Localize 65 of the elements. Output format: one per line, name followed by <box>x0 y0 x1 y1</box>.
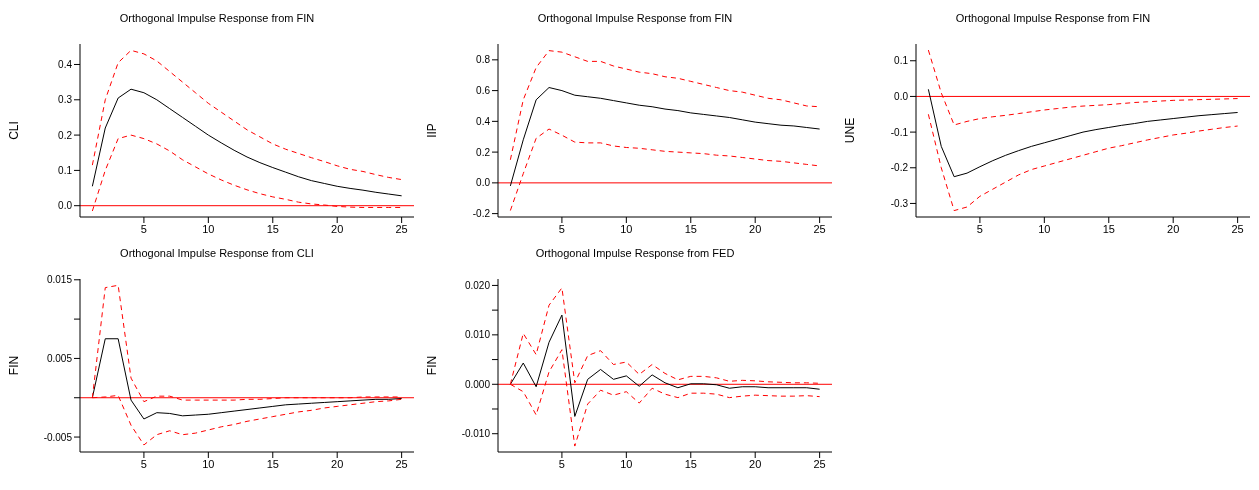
x-tick-label: 10 <box>620 457 633 470</box>
line-series <box>927 113 1239 212</box>
x-tick-label: 20 <box>331 457 344 470</box>
y-tick-label: 0.005 <box>46 352 73 364</box>
y-tick-label: 0.020 <box>464 279 491 291</box>
x-tick-label: 5 <box>140 457 147 470</box>
y-tick-label: 0.2 <box>476 146 491 158</box>
y-axis-title: FIN <box>425 355 440 376</box>
x-tick-label: 5 <box>558 222 565 235</box>
y-tick-label: 0.8 <box>476 54 491 66</box>
y-tick-label: 0.6 <box>476 85 491 97</box>
x-tick-label: 10 <box>1038 222 1051 235</box>
x-tick-label: 20 <box>331 222 344 235</box>
y-axis-title: UNE <box>843 117 858 144</box>
y-axis-title: IIP <box>425 123 440 138</box>
y-axis-title: FIN <box>7 355 22 376</box>
y-tick-label: 0.2 <box>58 129 73 141</box>
y-tick-label: 0.1 <box>894 55 909 67</box>
x-tick-label: 10 <box>202 457 215 470</box>
x-tick-label: 25 <box>1231 222 1244 235</box>
y-tick-label: -0.2 <box>472 208 491 220</box>
x-tick-label: 15 <box>266 222 279 235</box>
line-series <box>91 49 403 181</box>
x-tick-label: 25 <box>813 222 826 235</box>
y-tick-label: -0.3 <box>890 198 909 209</box>
x-tick-label: 10 <box>620 222 633 235</box>
x-tick-label: 25 <box>395 457 408 470</box>
y-tick-label: -0.1 <box>890 126 909 138</box>
y-tick-label: 0.010 <box>464 329 491 341</box>
x-tick-label: 20 <box>1167 222 1180 235</box>
line-series <box>91 88 403 197</box>
x-tick-label: 15 <box>684 457 697 470</box>
line-series <box>509 87 821 187</box>
y-tick-label: 0.3 <box>58 94 73 106</box>
y-tick-label: 0.0 <box>476 177 491 189</box>
x-tick-label: 20 <box>749 222 762 235</box>
y-tick-label: 0.4 <box>58 59 73 71</box>
chart-title: Orthogonal Impulse Response from CLI <box>119 246 315 261</box>
line-series <box>927 88 1239 178</box>
chart-title: Orthogonal Impulse Response from FIN <box>118 11 316 26</box>
y-tick-label: 0.0 <box>894 90 909 102</box>
y-tick-label: -0.2 <box>890 162 909 174</box>
x-tick-label: 15 <box>266 457 279 470</box>
x-tick-label: 5 <box>140 222 147 235</box>
x-tick-label: 15 <box>1102 222 1115 235</box>
y-tick-label: 0.015 <box>46 274 73 286</box>
line-series <box>91 338 403 420</box>
y-tick-label: -0.010 <box>461 428 491 440</box>
y-tick-label: 0.0 <box>58 200 73 212</box>
x-tick-label: 5 <box>558 457 565 470</box>
x-tick-label: 10 <box>202 222 215 235</box>
line-series <box>509 314 821 417</box>
y-tick-label: 0.1 <box>58 164 73 176</box>
y-tick-label: 0.000 <box>464 378 491 390</box>
x-tick-label: 15 <box>684 222 697 235</box>
y-tick-label: 0.4 <box>476 115 491 127</box>
y-axis-title: CLI <box>7 121 22 140</box>
chart-title: Orthogonal Impulse Response from FED <box>534 246 736 261</box>
chart-title: Orthogonal Impulse Response from FIN <box>536 11 734 26</box>
x-tick-label: 20 <box>749 457 762 470</box>
x-tick-label: 25 <box>813 457 826 470</box>
y-tick-label: -0.005 <box>43 431 73 443</box>
x-tick-label: 5 <box>976 222 983 235</box>
x-tick-label: 25 <box>395 222 408 235</box>
chart-title: Orthogonal Impulse Response from FIN <box>954 11 1152 26</box>
